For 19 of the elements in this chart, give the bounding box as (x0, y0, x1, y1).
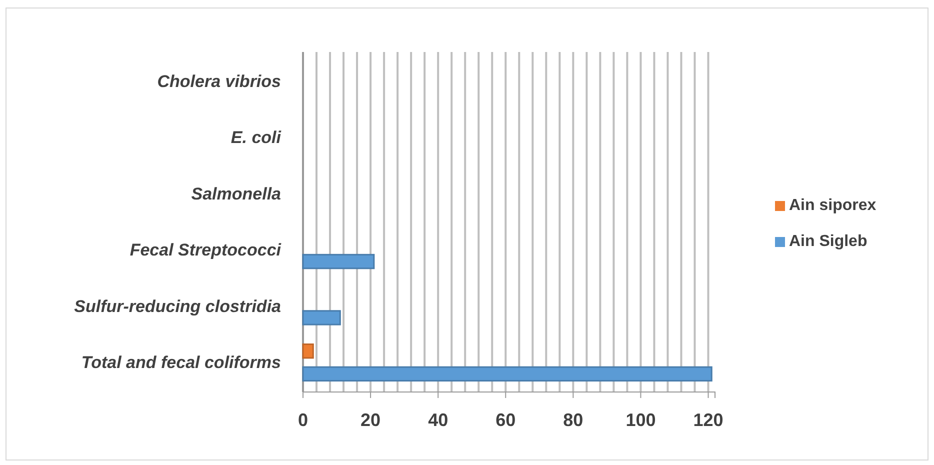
x-tick-label: 100 (626, 410, 656, 430)
y-tick-label: Cholera vibrios (157, 72, 281, 91)
legend-label: Ain siporex (789, 197, 876, 214)
x-tick-label: 0 (298, 410, 308, 430)
y-tick-label: Total and fecal coliforms (81, 352, 281, 372)
bar (302, 366, 712, 382)
y-tick-label: Fecal Streptococci (130, 240, 282, 260)
x-tick-label: 60 (496, 410, 516, 430)
y-tick-label: Sulfur-reducing clostridia (74, 296, 281, 316)
y-tick-label: Salmonella (191, 184, 281, 204)
x-tick-label: 120 (693, 410, 724, 430)
bar (302, 310, 341, 326)
legend-label: Ain Sigleb (789, 233, 868, 250)
x-tick-label: 80 (563, 410, 584, 430)
y-tick-label: E. coli (230, 128, 282, 148)
bar (302, 343, 314, 359)
x-tick-label: 40 (428, 410, 448, 430)
x-tick-label: 20 (360, 410, 381, 430)
bar (302, 254, 375, 270)
